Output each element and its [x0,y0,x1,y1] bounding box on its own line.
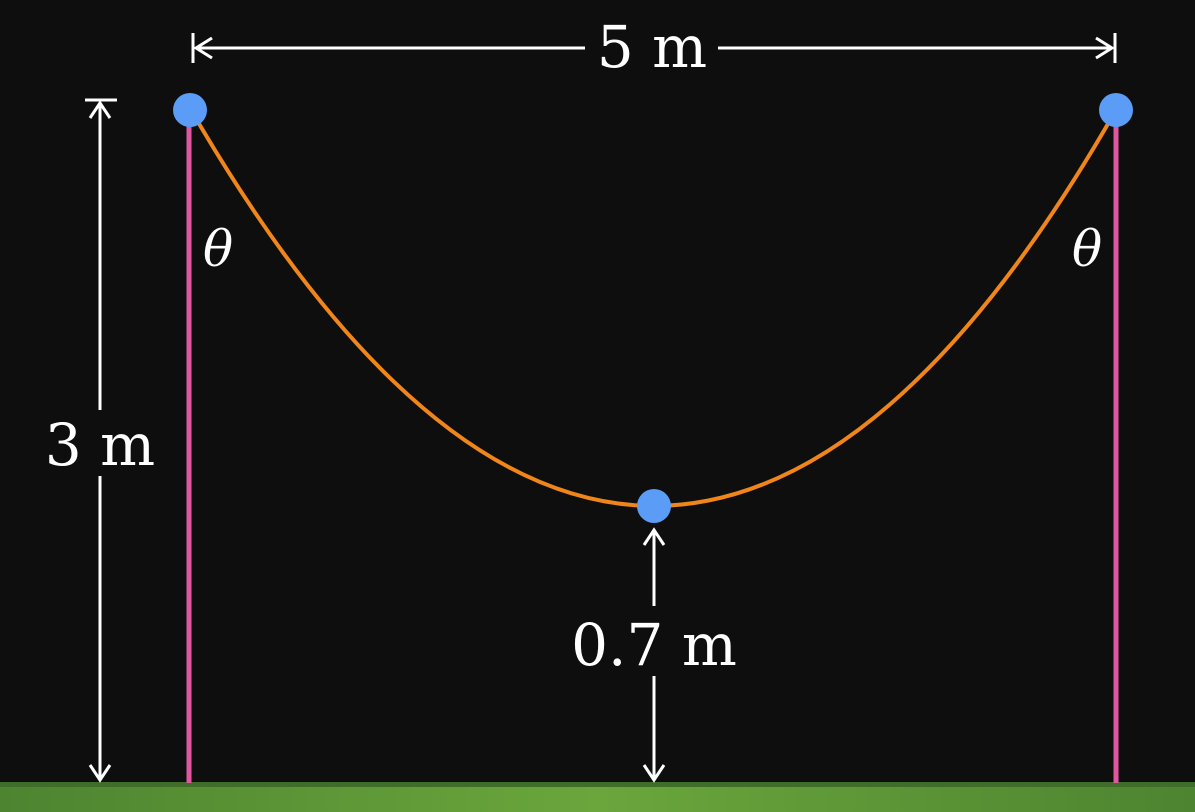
cable-curve [189,108,1118,509]
sag-clearance-label: 0.7 m [571,611,737,679]
sag-clearance-dimension [642,527,666,783]
right-angle-label: θ [1072,220,1102,278]
lowest-point [637,489,671,523]
ground-edge [0,782,1195,787]
left-angle-label: θ [203,220,233,278]
left-attachment-point [173,93,207,127]
span-label: 5 m [597,13,707,81]
post-height-label: 3 m [45,411,155,479]
span-dimension [191,33,1117,63]
right-attachment-point [1099,93,1133,127]
post-height-dimension [85,98,117,783]
